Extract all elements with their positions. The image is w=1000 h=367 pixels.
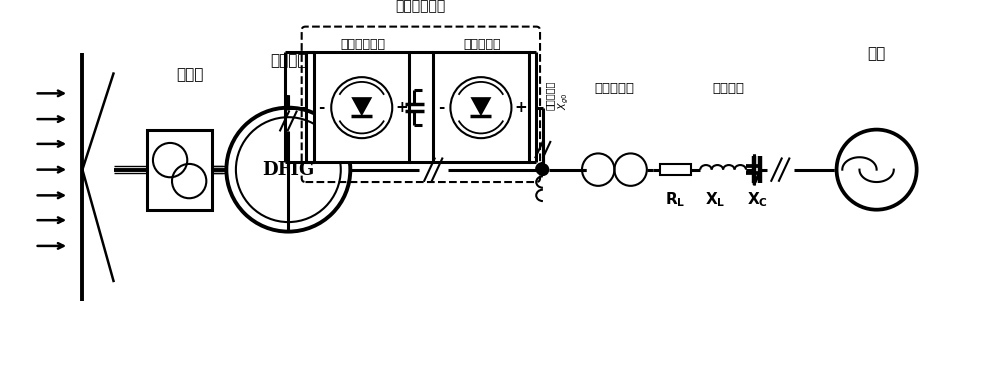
- Text: 网侧滤波器
$X_{g0}$: 网侧滤波器 $X_{g0}$: [545, 80, 571, 110]
- Text: 背靠背换流器: 背靠背换流器: [396, 0, 446, 13]
- Text: DFIG: DFIG: [262, 161, 314, 179]
- Text: 输电线路: 输电线路: [713, 82, 745, 95]
- Text: $\mathbf{X_L}$: $\mathbf{X_L}$: [705, 190, 726, 209]
- Polygon shape: [470, 97, 491, 116]
- Text: 升压变压器: 升压变压器: [594, 82, 634, 95]
- Text: 转子侧变流器: 转子侧变流器: [340, 38, 385, 51]
- Text: -: -: [438, 100, 444, 115]
- Text: 齿轮箱: 齿轮箱: [176, 67, 204, 82]
- Bar: [433, 52, 529, 162]
- Polygon shape: [351, 97, 372, 116]
- Text: +: +: [515, 100, 527, 115]
- Circle shape: [537, 164, 549, 175]
- Bar: [147, 130, 212, 210]
- Text: +: +: [395, 100, 408, 115]
- Bar: [660, 164, 691, 175]
- Text: 网侧变流器: 网侧变流器: [463, 38, 501, 51]
- Text: 电网: 电网: [867, 46, 886, 61]
- Text: $\mathbf{R_L}$: $\mathbf{R_L}$: [665, 190, 686, 209]
- Circle shape: [226, 108, 350, 232]
- Text: $\mathbf{X_C}$: $\mathbf{X_C}$: [747, 190, 768, 209]
- Text: -: -: [319, 100, 325, 115]
- Text: 双馈风机: 双馈风机: [270, 53, 307, 68]
- Bar: [314, 52, 409, 162]
